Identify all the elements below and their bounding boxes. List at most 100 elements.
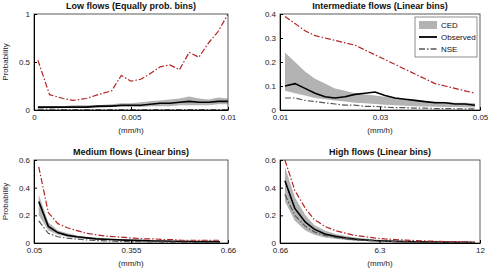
y-tick: 0: [26, 239, 37, 248]
y-tick-label: 0.2: [265, 58, 277, 67]
y-tick: 0.4: [265, 184, 283, 193]
y-tick-label: 0.6: [19, 156, 31, 165]
y-tick: 1: [26, 10, 37, 19]
y-tick: 0.1: [265, 82, 283, 91]
x-tick-mark: [379, 240, 380, 243]
y-tick-mark: [34, 215, 37, 216]
y-tick-label: 0.6: [265, 156, 277, 165]
x-axis: 0.010.030.05: [273, 107, 489, 122]
legend-swatch: [419, 21, 437, 29]
y-tick-label: 0.4: [19, 184, 31, 193]
panel-title: High flows (Linear bins): [329, 147, 431, 157]
x-axis-line: [35, 243, 229, 244]
y-tick-label: 0.5: [19, 58, 31, 67]
y-tick-mark: [280, 62, 283, 63]
y-tick-mark: [280, 215, 283, 216]
y-axis: 0 0.2 0.4 0.6: [19, 156, 37, 248]
panel: 0 0.005 0.01 00.51 Low flows (Equally prob. …: [1, 1, 237, 135]
x-tick-mark: [480, 107, 481, 110]
panel-title: Low flows (Equally prob. bins): [66, 1, 196, 11]
x-axis-title: (mm/h): [118, 126, 144, 135]
nse-line: [285, 195, 475, 243]
x-tick-mark: [131, 240, 132, 243]
x-tick: 0.005: [121, 107, 142, 122]
nse-line: [38, 14, 228, 100]
legend: CED Observed NSE: [415, 17, 477, 57]
y-tick: 0.2: [265, 58, 283, 67]
y-tick-mark: [280, 38, 283, 39]
y-tick: 0.6: [19, 156, 37, 165]
y-tick-label: 0: [272, 106, 277, 115]
y-tick: 0: [272, 239, 283, 248]
y-axis: 0 0.1 0.2 0.3 0.4: [265, 10, 283, 115]
x-axis-title: (mm/h): [118, 259, 144, 268]
legend-label: CED: [441, 21, 458, 30]
x-tick-mark: [131, 107, 132, 110]
y-tick-mark: [280, 188, 283, 189]
y-axis-title: Probability: [1, 43, 10, 80]
x-tick: 0.05: [473, 107, 489, 122]
x-axis-line: [35, 110, 229, 111]
y-tick-mark: [34, 110, 37, 111]
x-tick-label: 0.05: [473, 113, 489, 122]
legend-label: NSE: [441, 45, 457, 54]
y-tick-mark: [34, 188, 37, 189]
figure: 00.0050.0100.51Low flows (Equally prob. …: [0, 0, 500, 272]
x-tick-label: 0.355: [121, 246, 142, 255]
y-tick: 0.4: [19, 184, 37, 193]
ced-band: [285, 52, 475, 107]
plot-frame: [34, 160, 228, 243]
plot-area: [39, 167, 220, 243]
x-tick-label: 0.01: [221, 113, 237, 122]
y-tick-label: 0.2: [19, 211, 31, 220]
y-tick-label: 0: [26, 106, 31, 115]
chart-root: 00.0050.0100.51Low flows (Equally prob. …: [0, 0, 500, 272]
y-axis: 0 0.2 0.4 0.6: [265, 156, 283, 248]
nse-line: [39, 167, 220, 240]
y-tick-label: 0.3: [265, 34, 277, 43]
y-axis-line: [34, 161, 35, 244]
y-axis: 00.51: [19, 10, 37, 115]
x-tick-label: 6.3: [374, 246, 386, 255]
y-tick: 0.3: [265, 34, 283, 43]
nse-line: [285, 160, 475, 242]
observed-line: [285, 181, 475, 243]
y-tick: 0.6: [265, 156, 283, 165]
legend-box: [415, 17, 477, 57]
y-tick-mark: [280, 243, 283, 244]
panel: 0.050.3550.6600.20.40.6Medium flows (Lin…: [1, 147, 237, 268]
y-tick-label: 0: [272, 239, 277, 248]
plot-area: [38, 14, 228, 110]
x-axis: 00.0050.01: [32, 107, 237, 122]
plot-area: [285, 160, 475, 243]
y-axis-line: [280, 161, 281, 244]
x-tick: 12: [476, 240, 485, 255]
legend-label: Observed: [441, 33, 476, 42]
legend-swatch: [419, 36, 437, 38]
y-tick: 0.5: [19, 58, 37, 67]
panel: 0.666.31200.20.40.6High flows (Linear bi…: [265, 147, 486, 268]
y-tick: 0.2: [265, 211, 283, 220]
y-tick-label: 0.4: [265, 10, 277, 19]
y-tick-label: 0.2: [265, 211, 277, 220]
y-axis-title: Probability: [1, 183, 10, 220]
y-tick-mark: [34, 243, 37, 244]
x-tick-label: 0.03: [373, 113, 389, 122]
y-tick-label: 0: [26, 239, 31, 248]
y-tick-mark: [34, 160, 37, 161]
x-tick-label: 12: [476, 246, 485, 255]
y-tick-mark: [280, 86, 283, 87]
x-axis: 0.050.3550.66: [27, 240, 237, 255]
x-axis-line: [281, 110, 481, 111]
x-tick-label: 0.005: [121, 113, 142, 122]
y-tick-mark: [34, 62, 37, 63]
x-tick: 0.01: [221, 107, 237, 122]
observed-line: [39, 202, 220, 242]
x-tick: 0.03: [373, 107, 389, 122]
y-tick: 0.2: [19, 211, 37, 220]
panel-title: Intermediate flows (Linear bins): [312, 1, 448, 11]
y-tick-mark: [34, 14, 37, 15]
x-axis-line: [281, 243, 481, 244]
x-tick: 0.66: [221, 240, 237, 255]
y-tick-mark: [280, 160, 283, 161]
